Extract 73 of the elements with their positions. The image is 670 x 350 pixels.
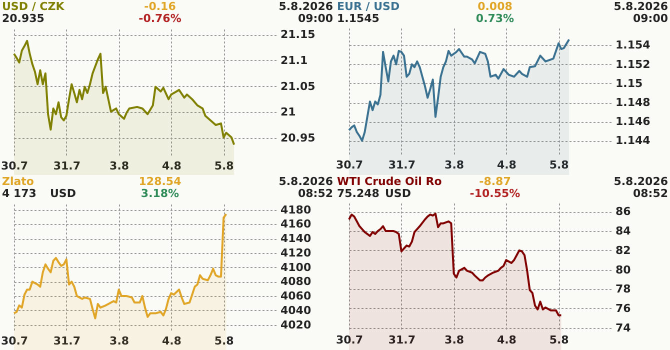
x-tick-label: 30.7 (336, 158, 364, 172)
y-tick-label: 78 (616, 282, 631, 296)
y-tick-label: 76 (616, 302, 632, 315)
chart-title: USD / CZK (2, 0, 64, 13)
y-tick-label: 1.152 (616, 58, 650, 71)
text: 5.8.2026 (278, 0, 333, 13)
x-tick-label: 31.7 (53, 334, 80, 348)
y-tick-label: 1.146 (616, 115, 651, 128)
y-tick-label: 4160 (280, 218, 312, 231)
x-tick-label: 5.8 (214, 160, 234, 172)
y-tick-label: 21 (280, 106, 296, 119)
x-tick-label: 31.7 (388, 158, 416, 172)
y-tick-label: 1.148 (616, 96, 650, 110)
x-tick-label: 4.8 (162, 160, 182, 172)
text: 0.73% (476, 12, 514, 25)
x-tick-label: 5.8 (214, 334, 234, 348)
x-tick-label: 4.8 (162, 334, 182, 348)
x-tick-label: 3.8 (444, 334, 464, 346)
y-tick-label: 4060 (280, 290, 312, 303)
y-tick-label: 4040 (280, 304, 312, 317)
y-tick-label: 1.144 (616, 134, 651, 148)
x-tick-label: 30.7 (0, 160, 28, 172)
y-tick-label: 21.15 (280, 28, 316, 42)
x-tick-label: 31.7 (388, 334, 416, 346)
y-tick-label: 4100 (280, 260, 312, 274)
chart-title: EUR / USD (337, 0, 400, 13)
y-tick-label: 80 (616, 263, 632, 276)
x-tick-label: 4.8 (496, 158, 516, 172)
chart-subtitle: 4 173 (2, 187, 36, 200)
text: USD (385, 187, 411, 200)
y-tick-label: 4180 (280, 203, 312, 216)
text: 08:52 (298, 187, 333, 200)
y-tick-label: 1.154 (616, 38, 651, 52)
x-tick-label: 3.8 (444, 158, 464, 172)
text: 3.18% (140, 187, 180, 200)
chart-subtitle: 75.248 (337, 187, 380, 200)
y-tick-label: 4020 (280, 318, 312, 332)
text: 5.8.2026 (278, 175, 333, 188)
x-tick-label: 5.8 (549, 334, 569, 346)
text: 08:52 (632, 187, 668, 200)
text: -0.76% (138, 12, 182, 25)
chart-subtitle: 20.935 (2, 12, 44, 25)
y-tick-label: 86 (616, 205, 632, 218)
text: 0.008 (478, 0, 512, 13)
text: 09:00 (298, 12, 333, 25)
chart-title: Zlato (2, 175, 34, 188)
y-tick-label: 84 (616, 224, 632, 238)
y-tick-label: 1.15 (616, 76, 643, 90)
y-tick-label: 4080 (280, 275, 312, 288)
y-tick-label: 21.1 (280, 54, 308, 67)
text: 5.8.2026 (614, 0, 668, 13)
chart-subtitle: 1.1545 (337, 12, 380, 25)
x-tick-label: 4.8 (496, 334, 516, 346)
y-tick-label: 82 (616, 244, 631, 257)
x-tick-label: 30.7 (0, 334, 28, 348)
text: 5.8.2026 (614, 175, 668, 188)
chart-title: WTI Crude Oil Ro (337, 175, 442, 188)
text: -8.87 (479, 175, 511, 188)
y-tick-label: 74 (616, 321, 632, 334)
y-tick-label: 20.95 (280, 131, 316, 144)
x-tick-label: 3.8 (110, 160, 130, 172)
text: 09:00 (632, 12, 668, 25)
text: -10.55% (470, 187, 520, 200)
x-tick-label: 3.8 (110, 334, 130, 348)
x-tick-label: 31.7 (53, 160, 80, 172)
text: -0.16 (144, 0, 176, 13)
text: USD (50, 187, 76, 200)
y-tick-label: 4140 (280, 232, 312, 246)
x-tick-label: 30.7 (336, 334, 364, 346)
text: 128.54 (138, 175, 182, 188)
x-tick-label: 5.8 (549, 158, 569, 172)
y-tick-label: 4120 (280, 246, 312, 260)
y-tick-label: 21.05 (280, 80, 316, 93)
